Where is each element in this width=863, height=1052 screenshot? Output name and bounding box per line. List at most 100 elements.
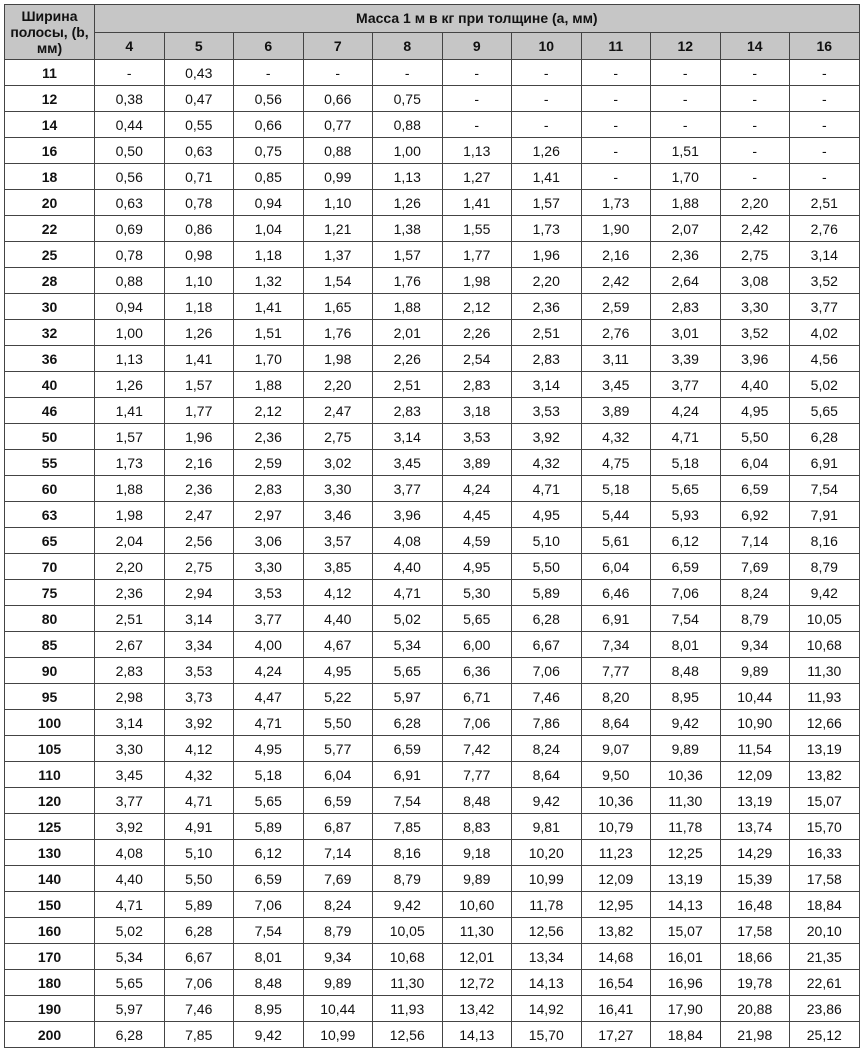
table-cell: 3,53 xyxy=(234,580,304,606)
table-cell: 10,44 xyxy=(720,684,790,710)
column-header: 16 xyxy=(790,32,860,60)
table-cell: 0,71 xyxy=(164,164,234,190)
table-cell: 7,06 xyxy=(234,892,304,918)
table-cell: 11,30 xyxy=(651,788,721,814)
table-cell: 3,89 xyxy=(581,398,651,424)
table-cell: 1,76 xyxy=(303,320,373,346)
table-cell: 0,38 xyxy=(95,86,165,112)
table-cell: 5,02 xyxy=(373,606,443,632)
table-cell: 16,54 xyxy=(581,970,651,996)
table-cell: 4,59 xyxy=(442,528,512,554)
table-cell: 8,48 xyxy=(651,658,721,684)
table-cell: 1,73 xyxy=(581,190,651,216)
table-cell: 3,30 xyxy=(720,294,790,320)
table-cell: - xyxy=(581,164,651,190)
table-cell: 5,34 xyxy=(95,944,165,970)
table-cell: 1,21 xyxy=(303,216,373,242)
table-cell: 9,89 xyxy=(303,970,373,996)
table-cell: 25,12 xyxy=(790,1022,860,1048)
table-cell: - xyxy=(581,112,651,138)
table-cell: 11,23 xyxy=(581,840,651,866)
table-cell: 14,29 xyxy=(720,840,790,866)
table-cell: 3,08 xyxy=(720,268,790,294)
table-cell: 9,42 xyxy=(512,788,582,814)
table-cell: 5,50 xyxy=(512,554,582,580)
table-cell: 0,55 xyxy=(164,112,234,138)
table-cell: 11,30 xyxy=(373,970,443,996)
table-cell: - xyxy=(581,138,651,164)
table-cell: 1,98 xyxy=(303,346,373,372)
table-cell: 3,92 xyxy=(95,814,165,840)
table-cell: 5,18 xyxy=(581,476,651,502)
table-cell: 5,02 xyxy=(95,918,165,944)
table-cell: 7,54 xyxy=(234,918,304,944)
table-cell: 8,79 xyxy=(790,554,860,580)
table-cell: 7,06 xyxy=(164,970,234,996)
table-cell: 8,16 xyxy=(790,528,860,554)
table-cell: - xyxy=(720,138,790,164)
table-cell: 2,76 xyxy=(790,216,860,242)
table-cell: 6,91 xyxy=(581,606,651,632)
table-cell: 0,50 xyxy=(95,138,165,164)
table-cell: 6,12 xyxy=(651,528,721,554)
row-header: 60 xyxy=(5,476,95,502)
table-cell: 2,56 xyxy=(164,528,234,554)
table-cell: 0,88 xyxy=(95,268,165,294)
table-cell: 2,59 xyxy=(234,450,304,476)
table-cell: 2,36 xyxy=(95,580,165,606)
table-cell: 3,77 xyxy=(373,476,443,502)
table-cell: 10,05 xyxy=(790,606,860,632)
table-cell: 5,30 xyxy=(442,580,512,606)
table-cell: 2,51 xyxy=(790,190,860,216)
table-header: Ширина полосы, (b, мм) Масса 1 м в кг пр… xyxy=(5,5,860,60)
table-cell: 15,39 xyxy=(720,866,790,892)
table-cell: 12,95 xyxy=(581,892,651,918)
table-cell: - xyxy=(442,112,512,138)
table-cell: 2,83 xyxy=(95,658,165,684)
table-cell: 3,39 xyxy=(651,346,721,372)
table-cell: 23,86 xyxy=(790,996,860,1022)
table-cell: 4,08 xyxy=(373,528,443,554)
column-header: 7 xyxy=(303,32,373,60)
table-cell: - xyxy=(790,60,860,86)
table-cell: 8,24 xyxy=(720,580,790,606)
table-cell: 1,70 xyxy=(651,164,721,190)
table-cell: 4,95 xyxy=(442,554,512,580)
table-cell: 4,32 xyxy=(581,424,651,450)
row-header: 100 xyxy=(5,710,95,736)
table-cell: 5,89 xyxy=(512,580,582,606)
table-cell: - xyxy=(373,60,443,86)
table-cell: 2,36 xyxy=(234,424,304,450)
table-cell: 4,40 xyxy=(373,554,443,580)
table-cell: 4,67 xyxy=(303,632,373,658)
table-cell: 4,95 xyxy=(720,398,790,424)
row-header: 55 xyxy=(5,450,95,476)
table-row: 140,440,550,660,770,88------ xyxy=(5,112,860,138)
row-header: 18 xyxy=(5,164,95,190)
column-header: 5 xyxy=(164,32,234,60)
table-cell: 2,42 xyxy=(720,216,790,242)
table-row: 11-0,43--------- xyxy=(5,60,860,86)
table-cell: 6,12 xyxy=(234,840,304,866)
column-header: 12 xyxy=(651,32,721,60)
table-cell: - xyxy=(581,86,651,112)
table-cell: 7,69 xyxy=(303,866,373,892)
table-cell: - xyxy=(790,86,860,112)
table-cell: 3,30 xyxy=(95,736,165,762)
table-cell: 1,73 xyxy=(95,450,165,476)
table-cell: 1,51 xyxy=(234,320,304,346)
table-cell: 6,71 xyxy=(442,684,512,710)
table-cell: 2,51 xyxy=(95,606,165,632)
table-cell: 1,98 xyxy=(95,502,165,528)
row-header: 65 xyxy=(5,528,95,554)
row-header: 14 xyxy=(5,112,95,138)
table-cell: 1,96 xyxy=(512,242,582,268)
table-cell: - xyxy=(512,60,582,86)
table-row: 180,560,710,850,991,131,271,41-1,70-- xyxy=(5,164,860,190)
row-header: 85 xyxy=(5,632,95,658)
row-header-title: Ширина полосы, (b, мм) xyxy=(5,5,95,60)
table-cell: 3,01 xyxy=(651,320,721,346)
table-row: 250,780,981,181,371,571,771,962,162,362,… xyxy=(5,242,860,268)
table-cell: 9,07 xyxy=(581,736,651,762)
table-cell: - xyxy=(720,86,790,112)
